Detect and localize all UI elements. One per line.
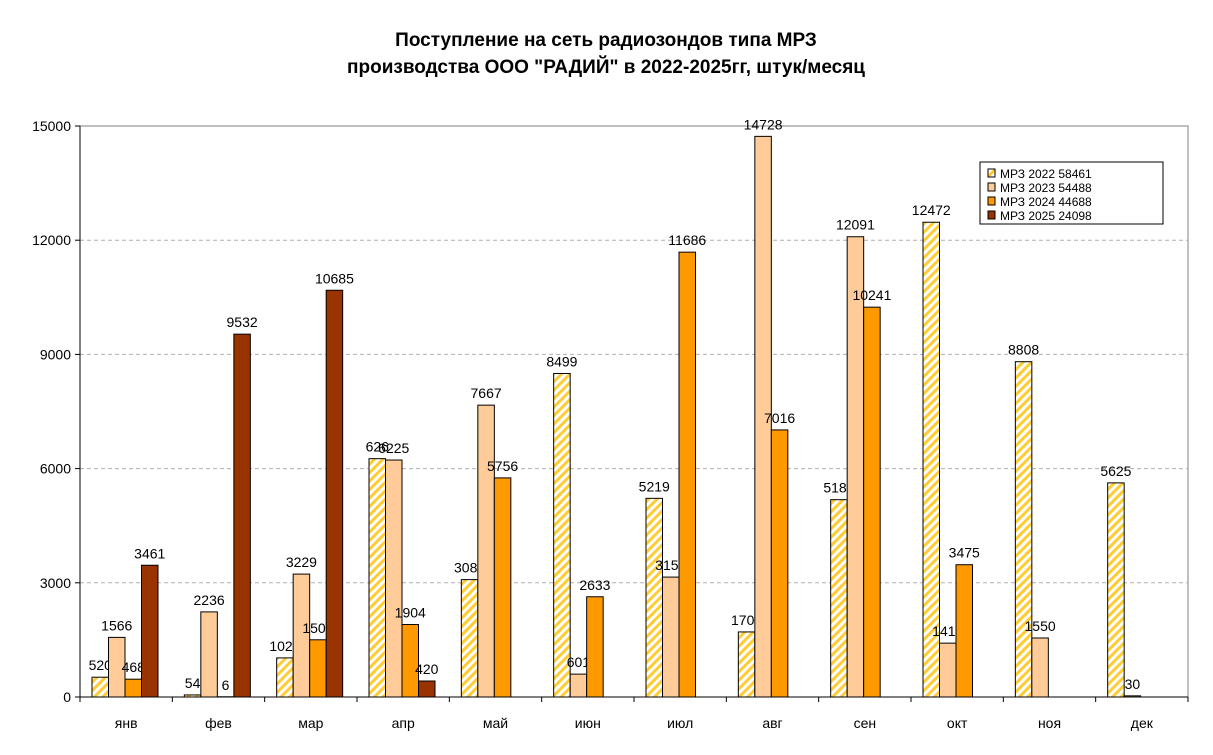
data-label: 3229 (286, 554, 317, 570)
x-tick-label: апр (392, 715, 415, 731)
y-tick-label: 15000 (32, 118, 71, 134)
data-label: 8808 (1008, 342, 1039, 358)
x-tick-label: мар (298, 715, 323, 731)
data-label: 1566 (101, 617, 132, 633)
bar-1-авг (754, 135, 772, 698)
bar-1-дек (1123, 695, 1142, 698)
bar-2-июн (586, 596, 604, 698)
data-label: 8499 (546, 353, 577, 369)
y-tick-label: 9000 (40, 346, 71, 362)
data-label: 12472 (912, 202, 951, 218)
x-tick-label: дек (1131, 715, 1154, 731)
bar-0-май (460, 579, 479, 698)
legend-swatch (987, 182, 996, 192)
legend-swatch (987, 196, 996, 206)
y-tick-label: 6000 (40, 461, 71, 477)
bar-0-дек (1107, 482, 1125, 698)
bar-0-янв (91, 676, 109, 698)
bar-1-июн (569, 673, 588, 698)
bar-2-окт (955, 564, 973, 698)
legend-swatch (987, 210, 996, 220)
data-label: 7016 (764, 410, 795, 426)
data-label: 9532 (227, 314, 258, 330)
bar-3-фев (233, 333, 251, 698)
y-tick-label: 3000 (40, 575, 71, 591)
bar-1-сен (846, 236, 865, 698)
legend-swatch (987, 168, 996, 178)
bar-0-мар (276, 657, 294, 698)
data-label: 5219 (639, 478, 670, 494)
x-tick-label: сен (854, 715, 877, 731)
bar-1-окт (939, 642, 957, 698)
bar-1-янв (108, 636, 126, 698)
bar-2-янв (124, 678, 142, 698)
data-label: 3461 (134, 545, 165, 561)
bar-1-июл (662, 576, 680, 698)
data-label: 5756 (487, 458, 518, 474)
bar-0-фев (183, 694, 202, 698)
chart-title-line-2: производства ООО "РАДИЙ" в 2022-2025гг, … (347, 56, 865, 78)
bar-3-мар (325, 289, 344, 698)
data-label: 10241 (852, 287, 891, 303)
y-tick-label: 12000 (32, 232, 71, 248)
data-label: 3475 (949, 545, 980, 561)
bar-0-июл (645, 497, 663, 698)
x-tick-label: фев (205, 715, 232, 731)
bar-1-ноя (1031, 637, 1049, 698)
data-label: 626 (366, 439, 390, 455)
data-label: 14728 (744, 116, 783, 132)
data-label: 6 (222, 677, 230, 693)
bar-1-мар (292, 573, 311, 698)
legend-label: МРЗ 2022 58461 (1000, 167, 1092, 181)
bar-0-апр (368, 458, 386, 698)
bar-0-ноя (1014, 361, 1033, 698)
data-label: 10685 (315, 270, 354, 286)
data-label: 468 (122, 659, 146, 675)
bar-0-июн (553, 372, 571, 698)
x-tick-label: май (483, 715, 508, 731)
bar-2-мар (309, 639, 327, 698)
x-tick-label: янв (115, 715, 138, 731)
bar-2-авг (770, 429, 789, 698)
bar-2-май (493, 477, 512, 698)
data-label: 1550 (1025, 618, 1056, 634)
data-label: 420 (415, 661, 439, 677)
bar-0-авг (737, 631, 756, 698)
bar-1-фев (200, 611, 218, 698)
bar-0-окт (922, 221, 940, 698)
bar-1-апр (385, 459, 403, 698)
bar-1-май (477, 404, 495, 698)
data-label: 2633 (579, 577, 610, 593)
bar-3-апр (418, 680, 436, 698)
data-label: 1904 (395, 605, 426, 621)
chart-title-line-1: Поступление на сеть радиозондов типа МРЗ (395, 30, 817, 51)
y-tick-label: 0 (63, 689, 71, 705)
data-label: 12091 (836, 217, 875, 233)
legend-box (979, 161, 1164, 225)
data-label: 6225 (378, 440, 409, 456)
x-tick-label: ноя (1038, 715, 1061, 731)
legend-label: МРЗ 2024 44688 (1000, 195, 1092, 209)
x-tick-label: авг (762, 715, 782, 731)
data-label: 5625 (1100, 463, 1131, 479)
legend-label: МРЗ 2023 54488 (1000, 181, 1092, 195)
legend-label: МРЗ 2025 24098 (1000, 209, 1092, 223)
bar-0-сен (830, 499, 848, 698)
data-label: 7667 (471, 385, 502, 401)
data-label: 601 (567, 654, 591, 670)
x-tick-label: июн (575, 715, 601, 731)
data-label: 11686 (668, 232, 706, 248)
bar-2-сен (863, 306, 881, 698)
data-label: 2236 (194, 592, 225, 608)
data-label: 520 (89, 657, 113, 673)
data-label: 30 (1125, 676, 1141, 692)
x-tick-label: окт (947, 715, 968, 731)
data-label: 54 (185, 675, 201, 691)
bar-2-апр (401, 624, 419, 698)
bar-3-янв (141, 564, 159, 698)
bar-2-июл (678, 251, 696, 698)
x-tick-label: июл (667, 715, 693, 731)
